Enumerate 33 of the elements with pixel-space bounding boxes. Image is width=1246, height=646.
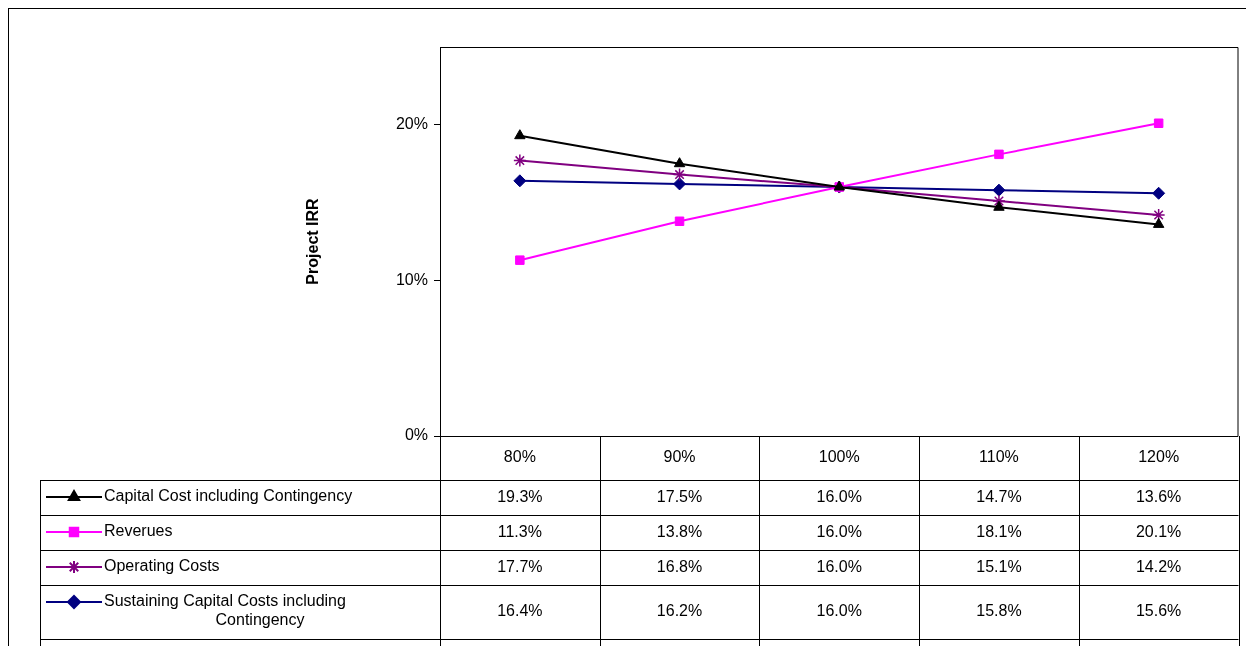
data-label: 13.8%	[656, 522, 703, 540]
data-label: 20.1%	[1135, 522, 1182, 540]
data-label: 16.4%	[497, 602, 543, 620]
x-tick-label: 120%	[1138, 448, 1180, 466]
data-label: 16.0%	[816, 602, 862, 620]
data-label: 17.5%	[656, 487, 703, 505]
x-tick-label: 100%	[818, 448, 860, 466]
data-label: 15.8%	[976, 602, 1022, 620]
data-label: 17.7%	[497, 557, 543, 575]
data-label: 16.0%	[816, 522, 862, 540]
x-tick-label: 90%	[663, 448, 696, 466]
data-label: 18.1%	[976, 522, 1022, 540]
data-label: 13.6%	[1135, 487, 1182, 505]
x-tick-label: 110%	[979, 448, 1019, 466]
legend-label: Reverues	[104, 522, 173, 540]
data-label: 16.0%	[816, 557, 862, 575]
legend-label: Sustaining Capital Costs including Contingency	[104, 592, 346, 629]
data-label: 15.6%	[1135, 602, 1182, 620]
data-label: 14.2%	[1135, 557, 1182, 575]
y-axis-title: Project IRR	[304, 197, 322, 285]
legend-label: Capital Cost including Contingency	[104, 487, 353, 505]
x-tick-label: 80%	[503, 448, 536, 466]
data-label: 14.7%	[976, 487, 1022, 505]
data-label: 16.0%	[816, 487, 862, 505]
data-label: 19.3%	[497, 487, 543, 505]
y-tick-label: 20%	[395, 115, 428, 133]
y-tick-label: 10%	[395, 270, 428, 288]
legend-label: Operating Costs	[104, 557, 220, 575]
y-tick-label: 0%	[404, 426, 428, 444]
data-label: 16.2%	[656, 602, 703, 620]
data-label: 11.3%	[497, 522, 542, 540]
data-label: 15.1%	[976, 557, 1022, 575]
data-label: 16.8%	[656, 557, 703, 575]
